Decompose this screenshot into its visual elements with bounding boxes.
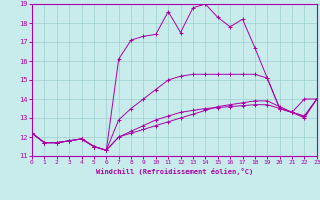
X-axis label: Windchill (Refroidissement éolien,°C): Windchill (Refroidissement éolien,°C) xyxy=(96,168,253,175)
